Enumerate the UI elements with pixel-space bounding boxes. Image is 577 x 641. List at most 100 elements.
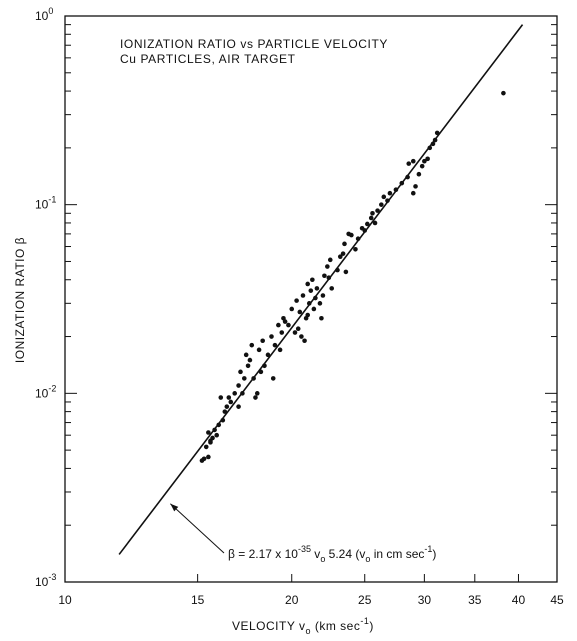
data-point xyxy=(247,357,253,363)
plot-frame xyxy=(64,15,558,583)
data-point xyxy=(269,334,274,339)
x-axis-title-superscript: -1 xyxy=(360,616,369,626)
data-point xyxy=(365,221,370,227)
data-point xyxy=(251,376,256,381)
data-point xyxy=(206,454,211,460)
data-point xyxy=(329,286,335,291)
data-point xyxy=(249,342,255,348)
y-tick-label-base: 10 xyxy=(35,386,49,400)
data-point xyxy=(228,399,234,405)
data-point xyxy=(260,338,265,344)
y-tick-label: 10-1 xyxy=(35,195,56,212)
data-point xyxy=(355,236,361,242)
annotation-leader-line xyxy=(170,503,225,554)
data-point xyxy=(286,322,291,328)
data-point xyxy=(335,267,340,273)
data-point xyxy=(425,156,430,162)
data-point xyxy=(245,363,251,369)
eq-exponent: -35 xyxy=(298,544,311,554)
data-point xyxy=(232,391,238,396)
y-tick-label-base: 10 xyxy=(35,9,49,23)
data-point xyxy=(279,330,285,335)
eq-part-5: ) xyxy=(432,547,436,561)
data-point xyxy=(313,295,318,301)
data-point xyxy=(277,347,283,353)
data-point xyxy=(381,194,387,200)
data-point xyxy=(212,427,217,433)
data-point xyxy=(327,257,333,263)
x-tick-label: 45 xyxy=(550,593,564,607)
fit-line xyxy=(118,24,524,555)
data-point xyxy=(282,319,288,324)
y-tick-label-exponent: 0 xyxy=(48,6,53,16)
data-point xyxy=(405,174,410,180)
data-point xyxy=(422,158,427,164)
data-point xyxy=(303,315,309,321)
data-point xyxy=(310,277,315,283)
data-point xyxy=(385,198,390,203)
data-point xyxy=(253,395,258,400)
y-tick-label: 10-2 xyxy=(35,383,56,400)
data-point xyxy=(262,363,267,369)
data-point xyxy=(325,264,330,269)
data-point xyxy=(326,275,332,281)
x-tick-label: 35 xyxy=(468,593,482,607)
y-axis-title: IONIZATION RATIO β xyxy=(13,237,27,363)
data-point xyxy=(258,369,264,375)
data-point xyxy=(413,184,418,189)
data-point xyxy=(427,145,433,151)
data-point xyxy=(240,391,245,396)
data-point xyxy=(320,293,326,298)
data-point xyxy=(375,208,380,213)
data-point xyxy=(501,90,506,96)
data-point xyxy=(308,288,314,293)
x-tick-label: 10 xyxy=(58,593,72,607)
x-tick-label: 20 xyxy=(285,593,299,607)
data-point xyxy=(236,404,241,409)
data-point xyxy=(410,158,416,164)
data-point xyxy=(243,352,249,358)
data-point xyxy=(299,334,304,339)
eq-part-4: in cm sec xyxy=(370,547,424,561)
data-point xyxy=(337,254,343,259)
y-tick-label-exponent: -1 xyxy=(48,195,56,205)
data-point xyxy=(218,395,224,400)
data-point xyxy=(276,322,281,328)
data-point xyxy=(238,369,243,375)
eq-part-2: v xyxy=(311,547,320,561)
data-point xyxy=(432,137,438,143)
data-point xyxy=(319,315,324,321)
fit-equation-text: β = 2.17 x 10-35 vo 5.24 (vo in cm sec-1… xyxy=(228,544,436,564)
data-point xyxy=(353,246,358,252)
data-point xyxy=(368,215,374,221)
data-point xyxy=(322,273,327,279)
data-point xyxy=(236,383,241,388)
x-axis-title-subscript: o xyxy=(305,626,311,636)
data-point xyxy=(406,161,412,166)
data-point xyxy=(416,171,422,177)
chart-subtitle: Cu PARTICLES, AIR TARGET xyxy=(120,52,296,66)
data-point xyxy=(362,228,368,233)
data-point xyxy=(241,376,247,381)
eq-subscript-2: o xyxy=(365,554,370,564)
data-point xyxy=(216,422,222,428)
x-axis-title-close: ) xyxy=(369,619,374,633)
data-point xyxy=(379,202,384,207)
data-point xyxy=(270,376,276,381)
x-axis-title-units: (km sec xyxy=(311,619,360,633)
x-axis-title-main: VELOCITY v xyxy=(232,619,305,633)
data-point xyxy=(214,432,219,438)
data-point xyxy=(306,301,312,306)
data-point xyxy=(349,232,354,238)
data-point xyxy=(256,347,262,353)
fit-equation-annotation: β = 2.17 x 10-35 vo 5.24 (vo in cm sec-1… xyxy=(170,503,436,564)
data-point xyxy=(289,306,295,312)
data-point xyxy=(393,187,399,193)
data-point xyxy=(305,281,310,287)
x-axis-title: VELOCITY vo (km sec-1) xyxy=(232,616,374,636)
data-point xyxy=(206,430,211,435)
y-tick-label-exponent: -2 xyxy=(48,383,56,393)
data-point xyxy=(226,395,232,400)
data-point xyxy=(272,342,278,348)
